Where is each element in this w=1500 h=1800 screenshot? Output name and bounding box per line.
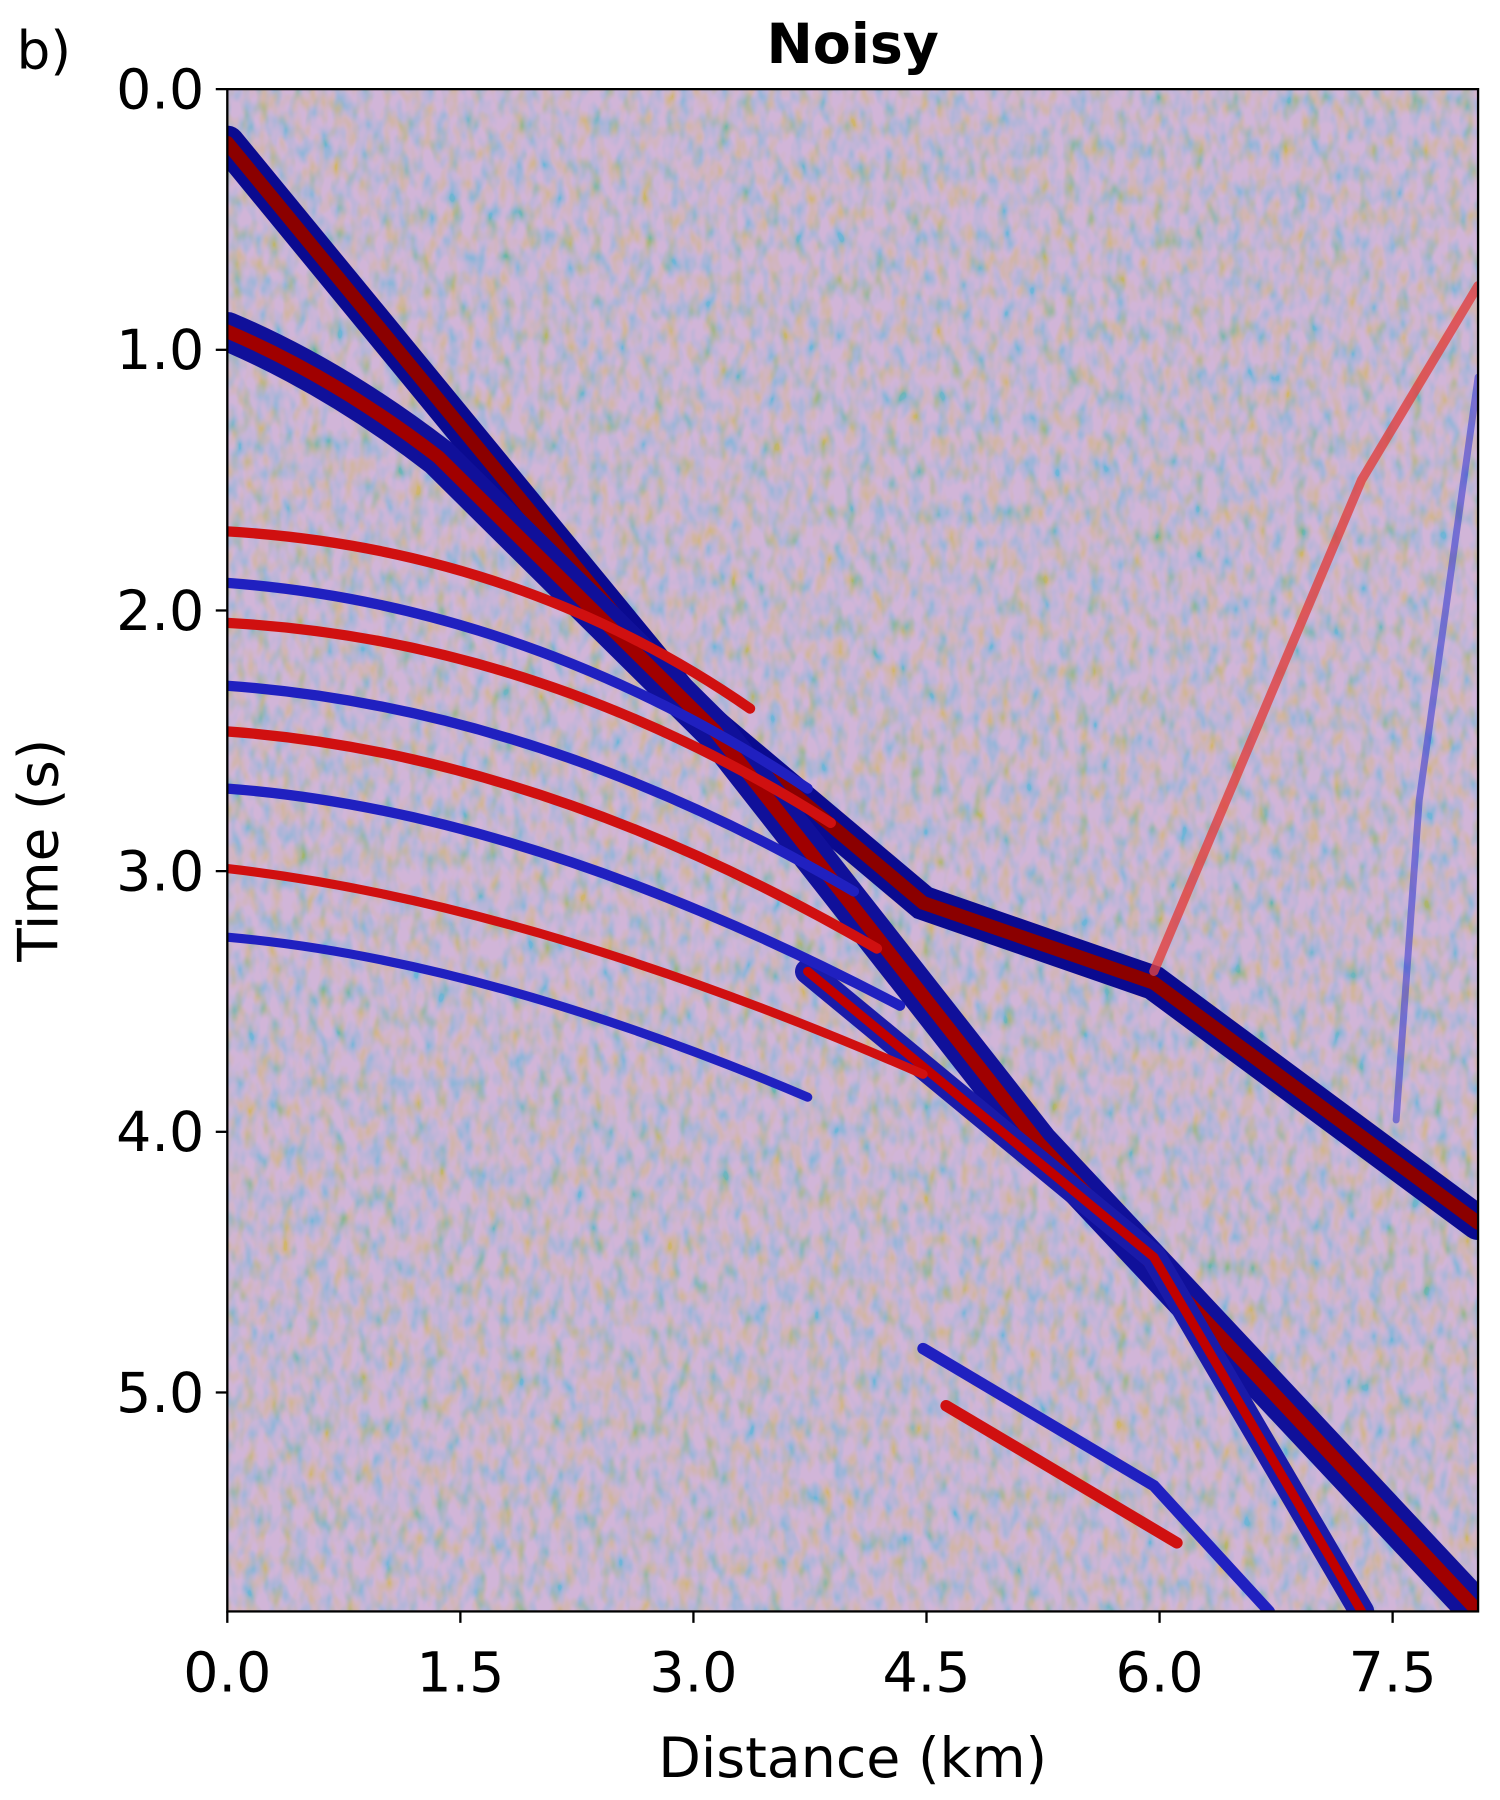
y-axis-label: Time (s) [6,739,70,963]
x-tick-label: 3.0 [649,1641,737,1705]
plot-frame [226,88,1480,1613]
x-tick-label: 7.5 [1349,1641,1437,1705]
y-tick-label: 2.0 [116,579,204,643]
x-tick-label: 6.0 [1116,1641,1204,1705]
chart-title: Noisy [766,12,938,76]
y-tick-label: 1.0 [116,318,204,382]
seismic-image [227,89,1479,1612]
y-tick-label: 4.0 [116,1100,204,1164]
y-tick-label: 0.0 [116,58,204,122]
panel-label: b) [17,21,71,82]
x-tick-label: 4.5 [882,1641,970,1705]
y-tick-label: 3.0 [116,840,204,904]
x-axis-label: Distance (km) [658,1726,1047,1790]
y-tick-label: 5.0 [116,1361,204,1425]
x-tick-label: 0.0 [183,1641,271,1705]
x-tick-label: 1.5 [416,1641,504,1705]
